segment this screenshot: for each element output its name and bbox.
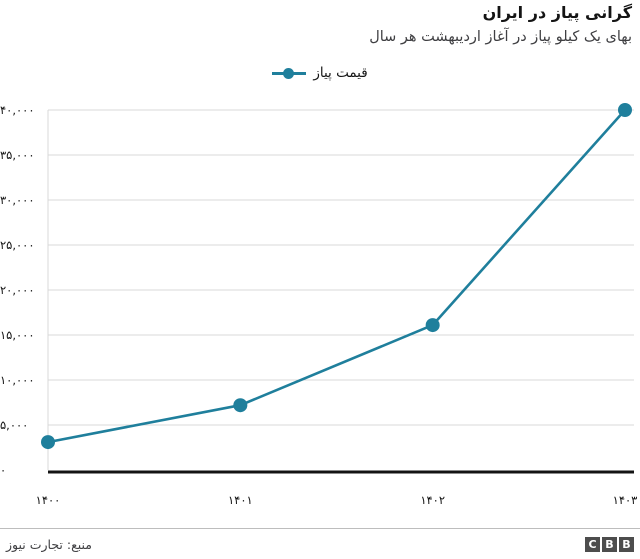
data-point[interactable] bbox=[41, 435, 55, 450]
y-axis-tick-label: ۳۰,۰۰۰ bbox=[0, 193, 35, 207]
y-axis-tick-label: ۱۵,۰۰۰ bbox=[0, 328, 35, 342]
y-axis-tick-label: ۲۰,۰۰۰ bbox=[0, 283, 35, 297]
series-group bbox=[41, 103, 632, 450]
bbc-logo-letter: C bbox=[585, 536, 600, 552]
series-line bbox=[46, 108, 627, 444]
chart-plot-area: ۰ ۵,۰۰۰ ۱۰,۰۰۰ ۱۵,۰۰۰ ۲۰,۰۰۰ ۲۵,۰۰۰ ۳۰,۰۰۰ ۳۵,۰… bbox=[0, 103, 638, 507]
line-chart-svg bbox=[41, 103, 634, 474]
gridlines-group bbox=[48, 109, 634, 426]
data-point[interactable] bbox=[425, 318, 440, 333]
bbc-logo-letter: B bbox=[602, 536, 617, 552]
legend-label: قیمت پیاز bbox=[313, 65, 368, 81]
source-label: منبع: تجارت نیوز bbox=[6, 536, 92, 552]
bbc-logo-letter: B bbox=[619, 536, 634, 552]
y-axis-tick-label: ۰ bbox=[0, 463, 7, 477]
footer-divider bbox=[0, 528, 640, 529]
data-point[interactable] bbox=[618, 103, 632, 117]
x-axis-tick-label: ۱۴۰۱ bbox=[227, 493, 253, 507]
legend-marker-icon bbox=[272, 66, 307, 80]
y-axis-tick-label: ۳۵,۰۰۰ bbox=[0, 148, 35, 162]
y-axis-tick-label: ۲۵,۰۰۰ bbox=[0, 238, 35, 252]
y-axis-tick-label: ۱۰,۰۰۰ bbox=[0, 373, 35, 387]
x-axis-tick-label: ۱۴۰۳ bbox=[612, 493, 638, 507]
data-point[interactable] bbox=[233, 398, 248, 413]
x-axis-tick-label: ۱۴۰۰ bbox=[35, 493, 61, 507]
y-axis-tick-label: ۵,۰۰۰ bbox=[0, 418, 29, 432]
chart-legend: قیمت پیاز bbox=[0, 66, 640, 80]
x-axis-tick-label: ۱۴۰۲ bbox=[420, 493, 446, 507]
chart-header: گرانی پیاز در ایران بهای یک کیلو پیاز در… bbox=[0, 0, 640, 48]
y-axis-tick-label: ۴۰,۰۰۰ bbox=[0, 103, 35, 117]
chart-subtitle: بهای یک کیلو پیاز در آغاز اردیبهشت هر سا… bbox=[369, 29, 632, 45]
axis-group bbox=[47, 110, 634, 474]
legend-item-onion-price[interactable]: قیمت پیاز bbox=[272, 65, 368, 81]
page-title: گرانی پیاز در ایران bbox=[482, 3, 632, 22]
